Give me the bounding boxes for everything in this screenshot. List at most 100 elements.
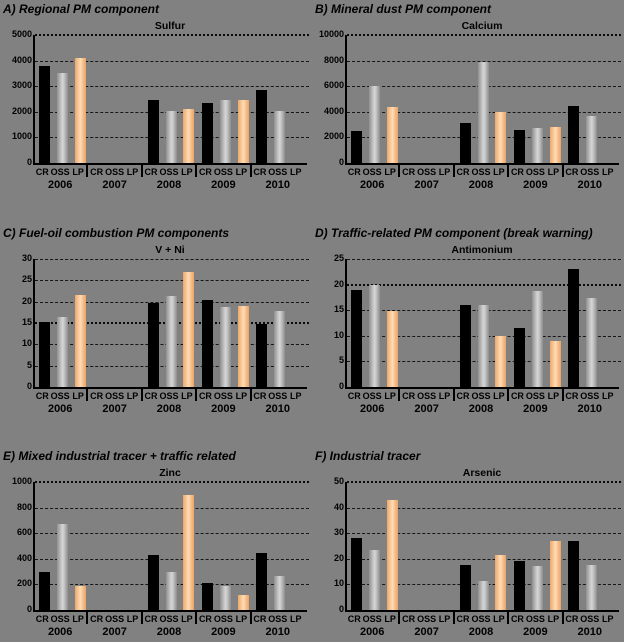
y-axis-tick-label: 10 [333, 579, 344, 589]
gridline-8000 [347, 60, 621, 62]
y-axis-tick-label: 50 [333, 477, 344, 486]
x-series-label-cr-2009: CR [198, 167, 212, 177]
x-series-label-oss-2010: OSS [268, 614, 288, 624]
bar-cr-2006 [38, 322, 50, 387]
x-axis-labels: CR OSS LP 2006 CR OSS LP 2007 CR OSS LP 2008 CR OSS LP… [33, 389, 307, 419]
x-series-label-lp-2008: LP [493, 167, 505, 177]
x-series-label-lp-2006: LP [384, 391, 396, 401]
bar-oss-2009 [531, 127, 543, 163]
year-group-separator [398, 165, 401, 177]
x-series-label-oss-2010: OSS [580, 391, 600, 401]
x-series-label-cr-2008: CR [144, 167, 158, 177]
gridline-20 [347, 283, 621, 286]
y-axis-tick-label: 20 [333, 279, 344, 289]
bar-cr-2010 [256, 553, 268, 610]
x-series-label-oss-2007: OSS [417, 167, 437, 177]
x-year-label-2008: 2008 [156, 179, 182, 191]
bar-cr-2009 [201, 102, 213, 163]
x-series-label-cr-2009: CR [198, 391, 212, 401]
x-series-label-cr-2008: CR [456, 614, 470, 624]
x-series-label-lp-2009: LP [235, 614, 248, 624]
gridline-40 [347, 507, 621, 509]
y-axis-tick-label: 10000 [318, 30, 344, 39]
x-year-label-2007: 2007 [102, 626, 127, 638]
x-year-label-2010: 2010 [577, 179, 603, 191]
bar-oss-2010 [274, 576, 286, 610]
x-year-label-2006: 2006 [359, 626, 385, 638]
x-series-label-oss-2007: OSS [417, 614, 437, 624]
x-series-label-oss-2008: OSS [159, 167, 179, 177]
bar-oss-2006 [56, 73, 68, 163]
year-group-separator [195, 389, 198, 401]
gridline-30 [347, 533, 621, 535]
year-group-separator [195, 165, 198, 177]
x-series-label-lp-2008: LP [181, 614, 193, 624]
x-series-label-oss-2007: OSS [105, 614, 125, 624]
y-axis-tick-label: 0 [338, 382, 344, 391]
x-series-label-lp-2008: LP [493, 391, 505, 401]
x-series-label-oss-2009: OSS [525, 614, 545, 624]
x-series-label-oss-2006: OSS [362, 391, 382, 401]
x-series-label-cr-2008: CR [144, 391, 158, 401]
gridline-20 [347, 558, 621, 560]
bar-cr-2009 [513, 328, 525, 387]
bar-cr-2010 [256, 90, 268, 163]
panel-a-regional-pm: A) Regional PM component Sulfur 0 1000 200… [0, 0, 312, 212]
y-axis-tick-label: 2000 [11, 106, 32, 116]
x-series-label-lp-2010: LP [601, 614, 614, 624]
x-year-label-2009: 2009 [523, 403, 548, 415]
bar-oss-2010 [274, 110, 286, 163]
x-series-label-oss-2009: OSS [525, 167, 545, 177]
x-year-label-2006: 2006 [47, 179, 73, 191]
panel-d-traffic-related: D) Traffic-related PM component (break w… [312, 212, 624, 425]
bar-cr-2009 [201, 300, 213, 387]
x-series-label-oss-2008: OSS [471, 614, 491, 624]
bar-lp-2006 [386, 106, 398, 163]
year-group-separator [507, 389, 510, 401]
year-group-separator [249, 612, 252, 624]
x-year-label-2008: 2008 [156, 403, 182, 415]
panel-heading: C) Fuel-oil combustion PM components [3, 226, 229, 240]
y-axis-tick-label: 2000 [323, 132, 344, 142]
x-series-label-oss-2010: OSS [268, 167, 288, 177]
bar-cr-2006 [38, 571, 50, 610]
y-axis-tick-label: 200 [16, 579, 32, 589]
y-axis-tick-label: 600 [16, 528, 32, 538]
x-series-label-cr-2009: CR [510, 391, 524, 401]
x-axis-labels: CR OSS LP 2006 CR OSS LP 2007 CR OSS LP 2008 CR OSS LP… [345, 165, 619, 195]
bar-lp-2006 [74, 586, 86, 610]
plot-area-v-ni: 0 5 10 15 20 25 30 [22, 254, 309, 391]
year-group-separator [452, 389, 455, 401]
bar-oss-2008 [165, 571, 177, 610]
chart-title: Antimonium [451, 244, 513, 256]
bar-oss-2006 [368, 86, 380, 163]
x-series-label-lp-2010: LP [289, 614, 302, 624]
x-series-label-oss-2009: OSS [213, 167, 233, 177]
panel-heading: D) Traffic-related PM component (break w… [315, 226, 593, 240]
x-year-label-2006: 2006 [359, 179, 385, 191]
gridline-3000 [35, 86, 309, 88]
panel-f-industrial-tracer: F) Industrial tracer Arsenic 0 10 20 30 40 50… [312, 425, 624, 638]
plot-area-calcium: 0 2000 4000 6000 8000 10000 [319, 30, 621, 167]
x-series-label-cr-2007: CR [402, 614, 416, 624]
chart-title: Calcium [461, 20, 503, 32]
x-series-label-lp-2006: LP [72, 167, 84, 177]
y-axis-tick-label: 4000 [11, 55, 32, 65]
x-series-label-oss-2008: OSS [159, 614, 179, 624]
x-series-label-cr-2008: CR [456, 167, 470, 177]
bar-cr-2008 [147, 100, 159, 163]
y-axis-tick-label: 0 [26, 382, 32, 391]
x-series-label-lp-2007: LP [438, 391, 451, 401]
bar-cr-2006 [350, 538, 362, 610]
bar-cr-2010 [568, 106, 580, 163]
gridline-400 [35, 558, 309, 560]
chart-title: V + Ni [155, 244, 185, 256]
x-series-label-cr-2007: CR [90, 614, 104, 624]
x-series-label-lp-2008: LP [181, 167, 193, 177]
gridline-1000 [35, 481, 309, 483]
x-series-label-oss-2006: OSS [50, 167, 70, 177]
panel-b-mineral-dust: B) Mineral dust PM component Calcium 0 20… [312, 0, 624, 212]
x-series-label-oss-2009: OSS [213, 614, 233, 624]
x-series-label-lp-2009: LP [547, 391, 560, 401]
